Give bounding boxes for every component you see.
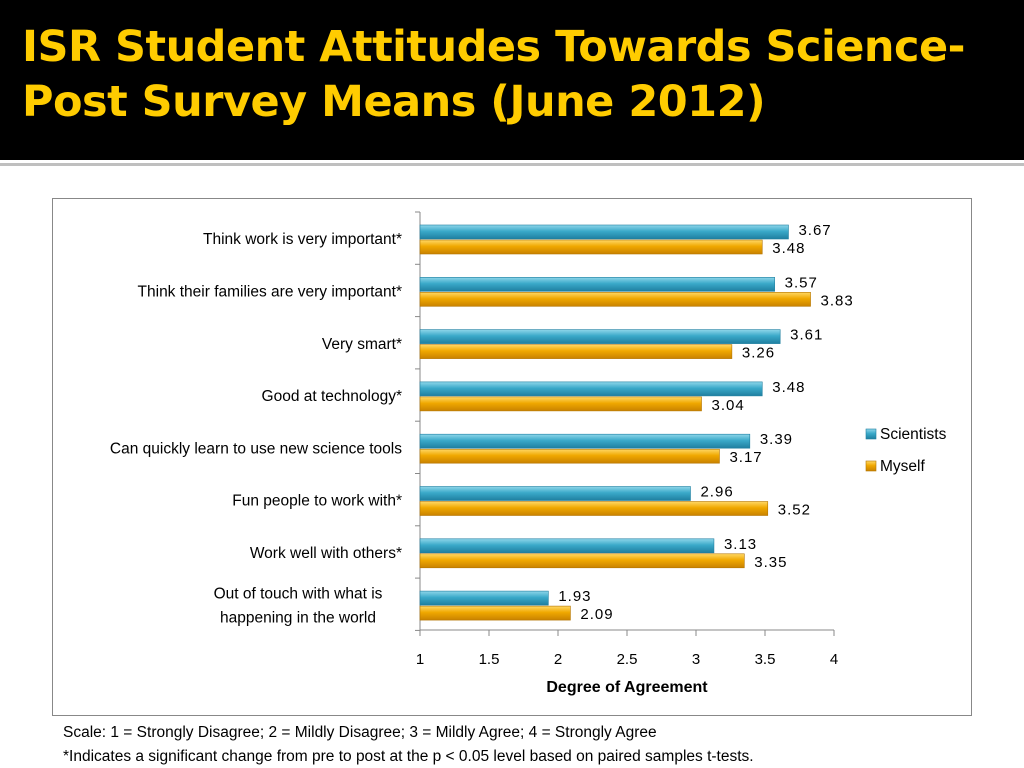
data-label-scientists: 2.96: [700, 484, 733, 501]
data-label-myself: 3.04: [712, 397, 745, 414]
bar-scientists: [419, 329, 781, 344]
category-label: Think work is very important*: [203, 231, 402, 248]
data-label-myself: 3.26: [742, 345, 775, 362]
data-label-scientists: 3.61: [790, 327, 823, 344]
legend-swatch-myself: [865, 460, 877, 472]
x-tick-label: 2: [554, 651, 562, 668]
x-tick-label: 1: [416, 651, 424, 668]
bar-myself: [419, 501, 769, 516]
legend-label-myself: Myself: [880, 458, 925, 475]
x-tick-label: 3.5: [755, 651, 776, 668]
significance-footnote: *Indicates a significant change from pre…: [63, 748, 754, 765]
legend-swatch-scientists: [865, 428, 877, 440]
x-tick-label: 2.5: [617, 651, 638, 668]
data-label-scientists: 1.93: [558, 588, 591, 605]
chart-frame: 1 1.5 2 2.5 3 3.5 4 Degree of Agreement Think wo…: [52, 198, 972, 716]
category-label: Out of touch with what is happening in th…: [214, 585, 383, 626]
bar-myself: [419, 239, 763, 255]
category-label-line: happening in the world: [220, 609, 376, 626]
title-band: ISR Student Attitudes Towards Science- P…: [0, 0, 1024, 160]
data-label-myself: 3.52: [778, 502, 811, 519]
scale-footnote: Scale: 1 = Strongly Disagree; 2 = Mildly…: [63, 724, 657, 741]
data-label-scientists: 3.13: [724, 536, 757, 553]
bar-scientists: [419, 381, 763, 397]
bar-myself: [419, 448, 720, 464]
x-tick-label: 1.5: [479, 651, 500, 668]
data-label-myself: 3.83: [821, 292, 854, 309]
data-label-scientists: 3.67: [798, 222, 831, 239]
bar-scientists: [419, 277, 775, 292]
data-label-myself: 3.17: [729, 449, 762, 466]
category-label-line: Out of touch with what is: [214, 585, 383, 602]
x-tick-label: 3: [692, 651, 700, 668]
category-label: Work well with others*: [250, 545, 402, 562]
bar-scientists: [419, 538, 715, 554]
data-label-scientists: 3.48: [772, 379, 805, 396]
x-axis-title: Degree of Agreement: [546, 679, 708, 696]
bar-myself: [419, 605, 571, 621]
slide-title: ISR Student Attitudes Towards Science- P…: [22, 22, 966, 127]
bar-scientists: [419, 590, 549, 606]
category-label: Good at technology*: [262, 388, 402, 405]
data-label-myself: 2.09: [580, 606, 613, 623]
bar-chart: 1 1.5 2 2.5 3 3.5 4 Degree of Agreement Think wo…: [110, 211, 947, 696]
bar-scientists: [419, 486, 691, 501]
legend-label-scientists: Scientists: [880, 426, 947, 443]
category-label: Can quickly learn to use new science too…: [110, 440, 402, 457]
category-label: Fun people to work with*: [232, 493, 402, 510]
bar-myself: [419, 292, 811, 307]
x-tick-label: 4: [830, 651, 838, 668]
bar-myself: [419, 396, 702, 412]
bar-scientists: [419, 433, 751, 449]
title-divider: [0, 163, 1024, 166]
category-label: Think their families are very important*: [138, 283, 402, 300]
data-label-myself: 3.48: [772, 240, 805, 257]
data-label-myself: 3.35: [754, 554, 787, 571]
data-label-scientists: 3.57: [785, 274, 818, 291]
bar-myself: [419, 553, 745, 569]
data-label-scientists: 3.39: [760, 431, 793, 448]
category-label: Very smart*: [322, 336, 402, 353]
bar-scientists: [419, 224, 789, 240]
bar-myself: [419, 344, 733, 359]
